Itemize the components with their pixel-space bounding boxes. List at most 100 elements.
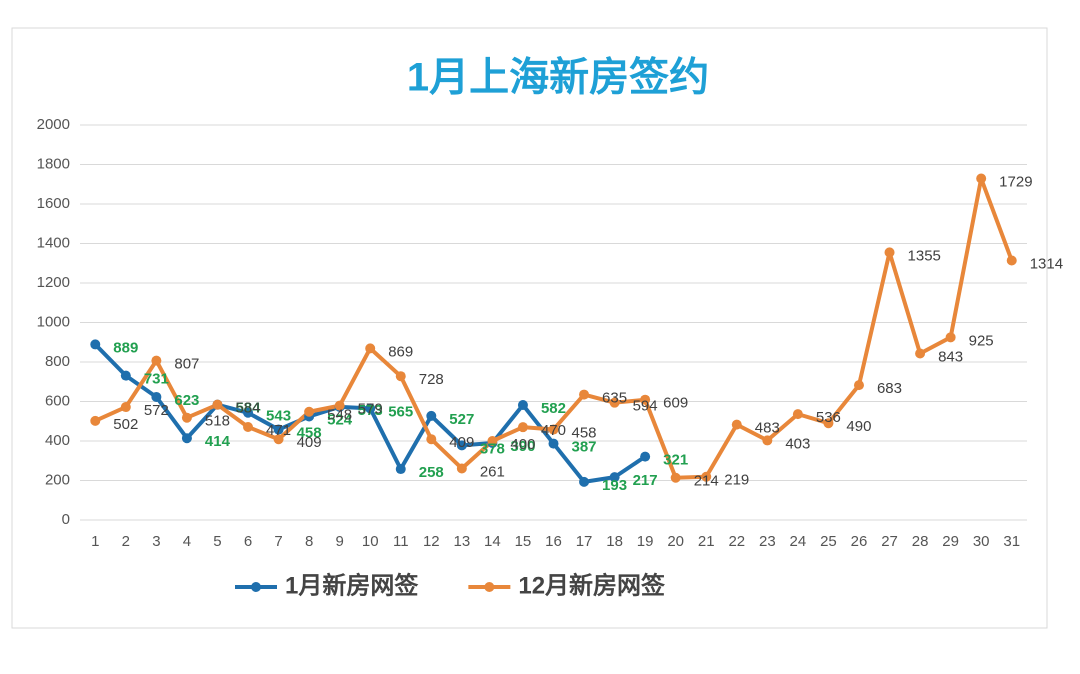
data-label: 193 — [602, 477, 627, 494]
data-point — [976, 173, 987, 184]
data-label: 889 — [113, 339, 138, 356]
data-point — [609, 472, 620, 483]
x-tick-label: 14 — [484, 533, 501, 550]
data-label: 572 — [144, 402, 169, 419]
data-point — [548, 438, 559, 449]
data-label: 584 — [235, 400, 260, 417]
x-tick-label: 20 — [667, 533, 684, 550]
data-point — [823, 418, 834, 429]
data-point — [181, 412, 192, 423]
data-label: 409 — [449, 434, 474, 451]
data-point — [456, 440, 467, 451]
data-point — [792, 409, 803, 420]
data-label: 843 — [938, 348, 963, 365]
chart-frame — [11, 27, 1048, 629]
x-tick-label: 22 — [728, 533, 745, 550]
data-point — [395, 464, 406, 475]
y-tick-label: 2000 — [37, 116, 70, 133]
data-label: 1314 — [1030, 255, 1063, 272]
data-label: 470 — [541, 422, 566, 439]
data-label: 731 — [144, 371, 169, 388]
data-point — [609, 397, 620, 408]
data-label: 387 — [572, 439, 597, 456]
y-tick-label: 400 — [45, 432, 70, 449]
x-tick-label: 2 — [122, 533, 130, 550]
data-point — [334, 400, 345, 411]
data-point — [517, 422, 528, 433]
data-label: 543 — [266, 408, 291, 425]
data-point — [365, 403, 376, 414]
data-label: 409 — [297, 434, 322, 451]
data-point — [273, 424, 284, 435]
data-label: 414 — [205, 433, 231, 450]
data-label: 869 — [388, 343, 413, 360]
y-tick-label: 1200 — [37, 274, 70, 291]
data-point — [212, 399, 223, 410]
x-tick-label: 17 — [576, 533, 593, 550]
y-tick-label: 600 — [45, 392, 70, 409]
x-tick-label: 25 — [820, 533, 837, 550]
data-label: 1729 — [999, 173, 1032, 190]
data-label: 390 — [510, 438, 535, 455]
data-point — [548, 424, 559, 435]
data-label: 683 — [877, 380, 902, 397]
data-label: 584 — [235, 400, 261, 417]
y-tick-label: 800 — [45, 353, 70, 370]
x-tick-label: 15 — [515, 533, 532, 550]
legend-label: 12月新房网签 — [518, 571, 666, 599]
data-point — [853, 380, 864, 391]
x-tick-label: 3 — [152, 533, 160, 550]
x-tick-label: 6 — [244, 533, 252, 550]
data-label: 527 — [449, 411, 474, 428]
data-label: 728 — [419, 371, 444, 388]
data-label: 565 — [388, 403, 413, 420]
data-label: 807 — [174, 356, 199, 373]
x-tick-label: 12 — [423, 533, 440, 550]
data-point — [304, 406, 315, 417]
data-label: 548 — [327, 407, 352, 424]
data-label: 483 — [755, 420, 780, 437]
x-tick-label: 7 — [274, 533, 282, 550]
data-label: 518 — [205, 413, 230, 430]
x-tick-label: 8 — [305, 533, 313, 550]
data-point — [90, 339, 101, 350]
data-point — [945, 332, 956, 343]
x-tick-label: 29 — [942, 533, 959, 550]
data-label: 403 — [785, 435, 810, 452]
y-tick-label: 200 — [45, 471, 70, 488]
y-tick-label: 1000 — [37, 313, 70, 330]
data-point — [670, 472, 681, 483]
data-label: 258 — [419, 464, 444, 481]
data-point — [884, 247, 895, 258]
x-tick-label: 30 — [973, 533, 990, 550]
data-point — [456, 463, 467, 474]
x-tick-label: 24 — [790, 533, 807, 550]
data-point — [273, 434, 284, 445]
data-label: 458 — [297, 425, 322, 442]
data-point — [640, 451, 651, 462]
data-label: 458 — [572, 425, 597, 442]
x-tick-label: 31 — [1003, 533, 1020, 550]
data-label: 582 — [541, 400, 566, 417]
data-label: 536 — [816, 409, 841, 426]
data-label: 490 — [846, 418, 871, 435]
data-point — [395, 371, 406, 382]
y-tick-label: 0 — [62, 511, 70, 528]
data-label: 400 — [510, 436, 535, 453]
x-tick-label: 11 — [393, 533, 409, 550]
data-point — [426, 410, 437, 421]
x-tick-label: 28 — [912, 533, 929, 550]
x-tick-label: 27 — [881, 533, 898, 550]
data-point — [579, 476, 590, 487]
data-point — [243, 407, 254, 418]
data-point — [365, 343, 376, 354]
data-point — [151, 391, 162, 402]
data-label: 623 — [174, 392, 199, 409]
legend-marker — [484, 582, 495, 592]
data-point — [181, 433, 192, 444]
x-tick-label: 9 — [335, 533, 343, 550]
data-label: 594 — [633, 398, 658, 415]
x-tick-label: 16 — [545, 533, 562, 550]
x-tick-label: 18 — [606, 533, 623, 550]
